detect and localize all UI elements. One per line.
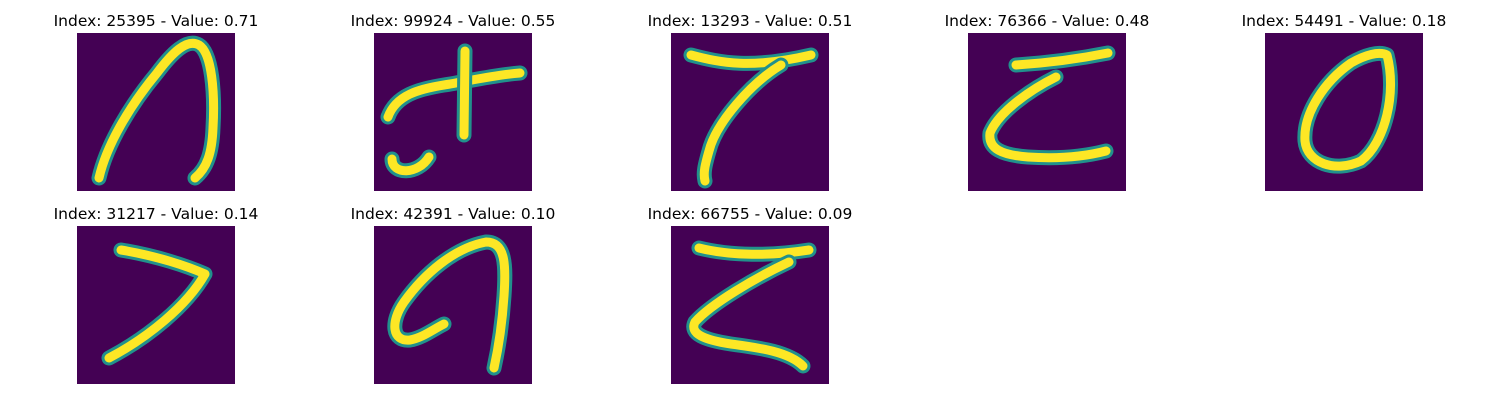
panel-title: Index: 31217 - Value: 0.14 xyxy=(53,205,259,223)
panel-title: Index: 66755 - Value: 0.09 xyxy=(647,205,853,223)
panel-title: Index: 25395 - Value: 0.71 xyxy=(53,12,259,30)
digit-image xyxy=(374,226,532,384)
digit-image xyxy=(77,33,235,191)
digit-image xyxy=(374,33,532,191)
digit-image xyxy=(671,33,829,191)
panel-title: Index: 42391 - Value: 0.10 xyxy=(350,205,556,223)
panel-title: Index: 99924 - Value: 0.55 xyxy=(350,12,556,30)
digit-image xyxy=(1265,33,1423,191)
digit-image xyxy=(968,33,1126,191)
panel-title: Index: 76366 - Value: 0.48 xyxy=(944,12,1150,30)
panel-title: Index: 13293 - Value: 0.51 xyxy=(647,12,853,30)
panel-title: Index: 54491 - Value: 0.18 xyxy=(1241,12,1447,30)
digit-image xyxy=(77,226,235,384)
digit-image xyxy=(671,226,829,384)
